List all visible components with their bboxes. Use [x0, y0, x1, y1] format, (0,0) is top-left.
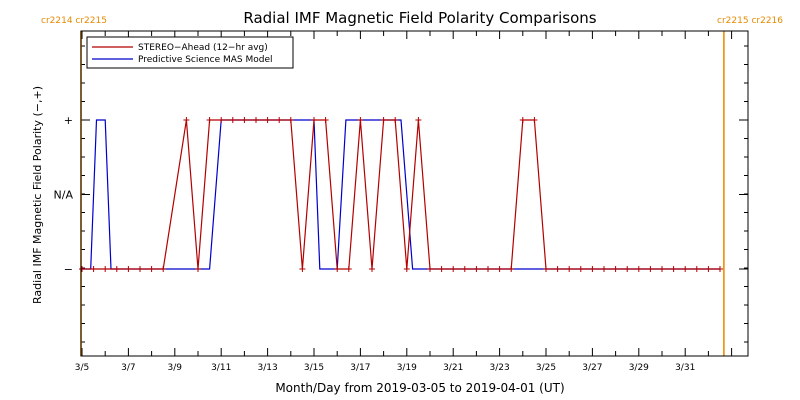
y-tick-label: N/A	[54, 189, 74, 202]
data-point	[485, 266, 491, 272]
data-point	[253, 117, 259, 123]
data-point	[357, 117, 364, 123]
data-point	[218, 117, 225, 123]
data-point	[705, 266, 712, 272]
data-point	[148, 266, 155, 272]
x-tick-label: 3/5	[75, 363, 89, 373]
data-point	[438, 266, 445, 272]
x-tick-label: 3/29	[629, 363, 649, 373]
data-point	[79, 266, 85, 272]
data-point	[508, 266, 515, 272]
data-point	[334, 266, 341, 272]
x-tick-label: 3/31	[675, 363, 695, 373]
data-point	[90, 266, 97, 272]
data-point	[427, 266, 433, 272]
legend-label-stereo: STEREO−Ahead (12−hr avg)	[138, 43, 268, 53]
data-point	[635, 266, 642, 272]
data-point	[183, 117, 190, 123]
data-point	[670, 266, 677, 272]
y-tick-labels: + N/A −	[54, 114, 74, 276]
x-tick-label: 3/23	[489, 363, 509, 373]
data-point	[322, 117, 329, 123]
y-tick-label: +	[64, 114, 73, 127]
data-point	[577, 266, 584, 272]
data-point	[369, 266, 375, 272]
data-point	[717, 266, 723, 272]
x-axis-title: Month/Day from 2019-03-05 to 2019-04-01 …	[275, 381, 564, 395]
rotation-label-left: cr2214 cr2215	[41, 16, 107, 26]
data-point	[531, 117, 538, 123]
data-point	[264, 117, 271, 123]
rotation-label-right: cr2215 cr2216	[717, 16, 783, 26]
legend: STEREO−Ahead (12−hr avg) Predictive Scie…	[86, 36, 294, 69]
data-point	[311, 117, 317, 123]
data-point	[125, 266, 132, 272]
data-point	[612, 266, 619, 272]
x-tick-label: 3/21	[443, 363, 463, 373]
data-point	[380, 117, 387, 123]
data-point	[415, 117, 422, 123]
x-tick-label: 3/25	[536, 363, 556, 373]
data-point	[543, 266, 549, 272]
data-point	[566, 266, 573, 272]
y-axis-title: Radial IMF Magnetic Field Polarity (−,+)	[31, 86, 44, 304]
data-point	[299, 266, 306, 272]
data-point	[450, 266, 457, 272]
chart-title: Radial IMF Magnetic Field Polarity Compa…	[243, 9, 596, 27]
data-point	[392, 117, 399, 123]
x-tick-labels: 3/5 3/7 3/9 3/11 3/13 3/15 3/17 3/19 3/21 3/23 3/2…	[75, 363, 696, 373]
data-point	[624, 266, 631, 272]
data-point	[102, 266, 109, 272]
x-tick-label: 3/17	[350, 363, 370, 373]
data-point	[229, 117, 236, 123]
data-point	[345, 266, 352, 272]
x-tick-label: 3/9	[168, 363, 183, 373]
legend-label-mas: Predictive Science MAS Model	[138, 55, 273, 65]
data-point	[241, 117, 248, 123]
x-tick-label: 3/15	[304, 363, 324, 373]
data-point	[496, 266, 503, 272]
x-tick-label: 3/11	[211, 363, 231, 373]
data-point	[519, 117, 526, 123]
legend-box	[86, 36, 294, 69]
data-point	[473, 266, 480, 272]
data-point	[601, 266, 607, 272]
data-point	[113, 266, 120, 272]
data-point	[160, 266, 167, 272]
data-point	[137, 266, 143, 272]
x-tick-label: 3/13	[257, 363, 277, 373]
series-layer	[79, 117, 723, 272]
data-point	[693, 266, 700, 272]
data-point	[589, 266, 596, 272]
data-point	[554, 266, 561, 272]
data-point	[461, 266, 468, 272]
axis-ticks	[81, 31, 748, 356]
data-point	[276, 117, 283, 123]
data-point	[195, 266, 201, 272]
x-tick-label: 3/19	[397, 363, 417, 373]
data-point	[206, 117, 213, 123]
data-point	[682, 266, 689, 272]
x-tick-label: 3/7	[121, 363, 135, 373]
data-point	[647, 266, 654, 272]
y-tick-label: −	[64, 263, 73, 276]
plot-frame	[80, 30, 749, 357]
data-point	[287, 117, 294, 123]
data-point	[659, 266, 665, 272]
x-tick-label: 3/27	[582, 363, 602, 373]
data-point	[403, 266, 410, 272]
